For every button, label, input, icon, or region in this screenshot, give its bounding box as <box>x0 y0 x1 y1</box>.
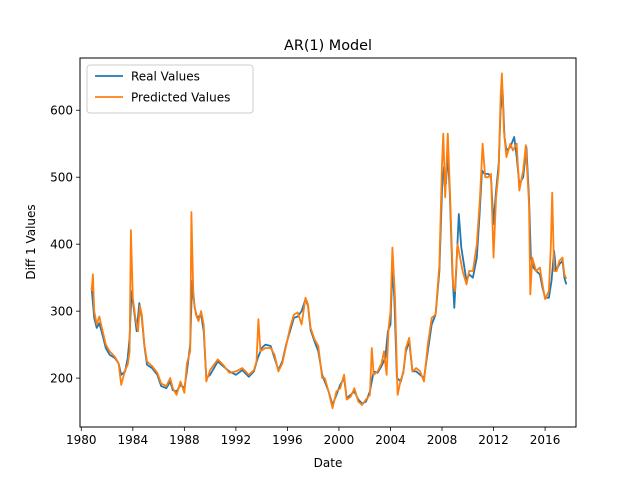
x-tick-label: 1984 <box>118 433 149 447</box>
x-tick-label: 2000 <box>324 433 355 447</box>
y-tick-label: 600 <box>50 104 73 118</box>
y-tick-label: 500 <box>50 171 73 185</box>
y-tick-label: 200 <box>50 372 73 386</box>
series-lines <box>90 72 568 410</box>
x-axis-label: Date <box>314 456 343 470</box>
y-axis-label: Diff 1 Values <box>24 204 38 279</box>
plot-frame <box>79 57 577 428</box>
x-tick-label: 1988 <box>169 433 200 447</box>
x-tick-label: 1992 <box>221 433 252 447</box>
legend: Real Values Predicted Values <box>86 64 254 114</box>
y-axis: 200 300 400 500 600 <box>50 104 80 386</box>
x-tick-label: 2004 <box>375 433 406 447</box>
x-tick-label: 1996 <box>272 433 303 447</box>
plot-area: 1980 1984 1988 1992 1996 2000 2004 2008 2012 2016… <box>50 57 577 447</box>
legend-box <box>86 64 254 114</box>
legend-label-predicted-values: Predicted Values <box>131 91 230 105</box>
x-tick-label: 2012 <box>478 433 509 447</box>
legend-label-real-values: Real Values <box>131 70 200 84</box>
x-tick-label: 2008 <box>427 433 458 447</box>
chart-title: AR(1) Model <box>284 38 372 54</box>
y-tick-label: 400 <box>50 238 73 252</box>
x-tick-label: 2016 <box>530 433 561 447</box>
y-tick-label: 300 <box>50 305 73 319</box>
series-line-predicted-values <box>90 72 568 410</box>
x-tick-label: 1980 <box>66 433 97 447</box>
x-axis: 1980 1984 1988 1992 1996 2000 2004 2008 2012 2016 <box>66 427 560 447</box>
